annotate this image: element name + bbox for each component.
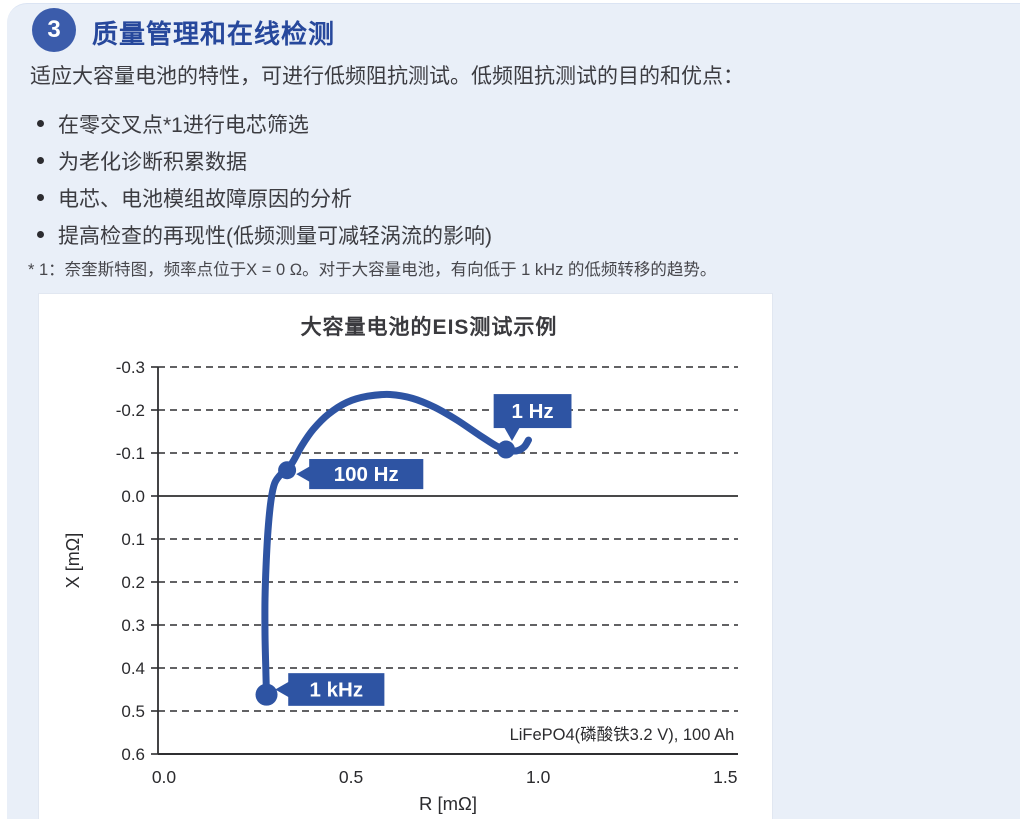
eis-nyquist-plot: -0.3 -0.2 -0.1 0.0 0.1 0.2 0.3 0.4 0.5 0.6 0.0 0.5 1… — [63, 358, 738, 814]
svg-text:0.4: 0.4 — [121, 659, 145, 678]
bullet-item: 为老化诊断积累数据 — [37, 142, 492, 179]
svg-text:-0.2: -0.2 — [116, 401, 145, 420]
svg-text:0.1: 0.1 — [121, 530, 145, 549]
bullet-text: 提高检查的再现性(低频测量可减轻涡流的影响) — [58, 224, 492, 248]
callout-pointer — [504, 427, 520, 442]
freq-label: 1 kHz — [310, 679, 364, 702]
callout-box — [288, 673, 385, 706]
callout-pointer — [275, 681, 290, 698]
intro-text: 适应大容量电池的特性，可进行低频阻抗测试。低频阻抗测试的目的和优点： — [30, 65, 744, 88]
freq-label: 100 Hz — [334, 463, 399, 486]
bullet-item: 电芯、电池模组故障原因的分析 — [37, 179, 492, 216]
svg-text:-0.1: -0.1 — [116, 444, 145, 463]
freq-label: 1 Hz — [511, 400, 553, 423]
bullet-dot — [37, 157, 44, 164]
bullet-list: 在零交叉点*1进行电芯筛选 为老化诊断积累数据 电芯、电池模组故障原因的分析 提… — [37, 105, 492, 253]
chart-panel: 大容量电池的EIS测试示例 -0.3 -0.2 -0.1 0.0 0.1 0.2 0.3 0.… — [38, 293, 773, 819]
svg-text:-0.3: -0.3 — [116, 358, 145, 377]
x-axis-label: R [mΩ] — [419, 793, 477, 814]
impedance-curve — [261, 390, 532, 700]
bullet-text: 为老化诊断积累数据 — [58, 150, 247, 174]
svg-text:0.0: 0.0 — [152, 767, 177, 787]
section-number: 3 — [47, 16, 61, 43]
freq-dot — [255, 683, 278, 706]
y-gridlines: -0.3 -0.2 -0.1 0.0 0.1 0.2 0.3 0.4 0.5 0.6 — [116, 358, 738, 764]
callout-pointer — [296, 466, 311, 483]
svg-text:0.5: 0.5 — [121, 702, 145, 721]
bullet-text: 在零交叉点*1进行电芯筛选 — [58, 113, 309, 137]
section-title: 质量管理和在线检测 — [92, 19, 336, 49]
bullet-dot — [37, 231, 44, 238]
svg-text:1.5: 1.5 — [713, 767, 737, 787]
chart-title: 大容量电池的EIS测试示例 — [300, 316, 558, 339]
freq-point: 1 kHz — [255, 673, 385, 706]
bullet-text: 电芯、电池模组故障原因的分析 — [58, 187, 352, 211]
battery-annotation: LiFePO4(磷酸铁3.2 V), 100 Ah — [510, 725, 735, 744]
svg-text:1.0: 1.0 — [526, 767, 551, 787]
svg-text:0.6: 0.6 — [121, 745, 145, 764]
footnote-text: * 1：奈奎斯特图，频率点位于X = 0 Ω。对于大容量电池，有向低于 1 kH… — [28, 261, 717, 279]
freq-dot — [497, 440, 515, 459]
svg-text:0.3: 0.3 — [121, 616, 145, 635]
freq-dot — [278, 461, 297, 480]
x-ticks: 0.0 0.5 1.0 1.5 — [152, 767, 738, 787]
bullet-item: 提高检查的再现性(低频测量可减轻涡流的影响) — [37, 216, 492, 253]
y-axis-label: X [mΩ] — [63, 533, 83, 588]
svg-text:0.2: 0.2 — [121, 573, 145, 592]
bullet-dot — [37, 120, 44, 127]
bullet-dot — [37, 194, 44, 201]
freq-point: 100 Hz — [278, 459, 424, 490]
section-number-badge: 3 — [32, 8, 76, 52]
svg-text:0.0: 0.0 — [121, 487, 145, 506]
callout-box — [493, 394, 572, 429]
svg-text:0.5: 0.5 — [339, 767, 363, 787]
bullet-item: 在零交叉点*1进行电芯筛选 — [37, 105, 492, 142]
axes — [157, 367, 738, 755]
freq-point: 1 Hz — [493, 394, 572, 459]
callout-box — [309, 459, 424, 490]
